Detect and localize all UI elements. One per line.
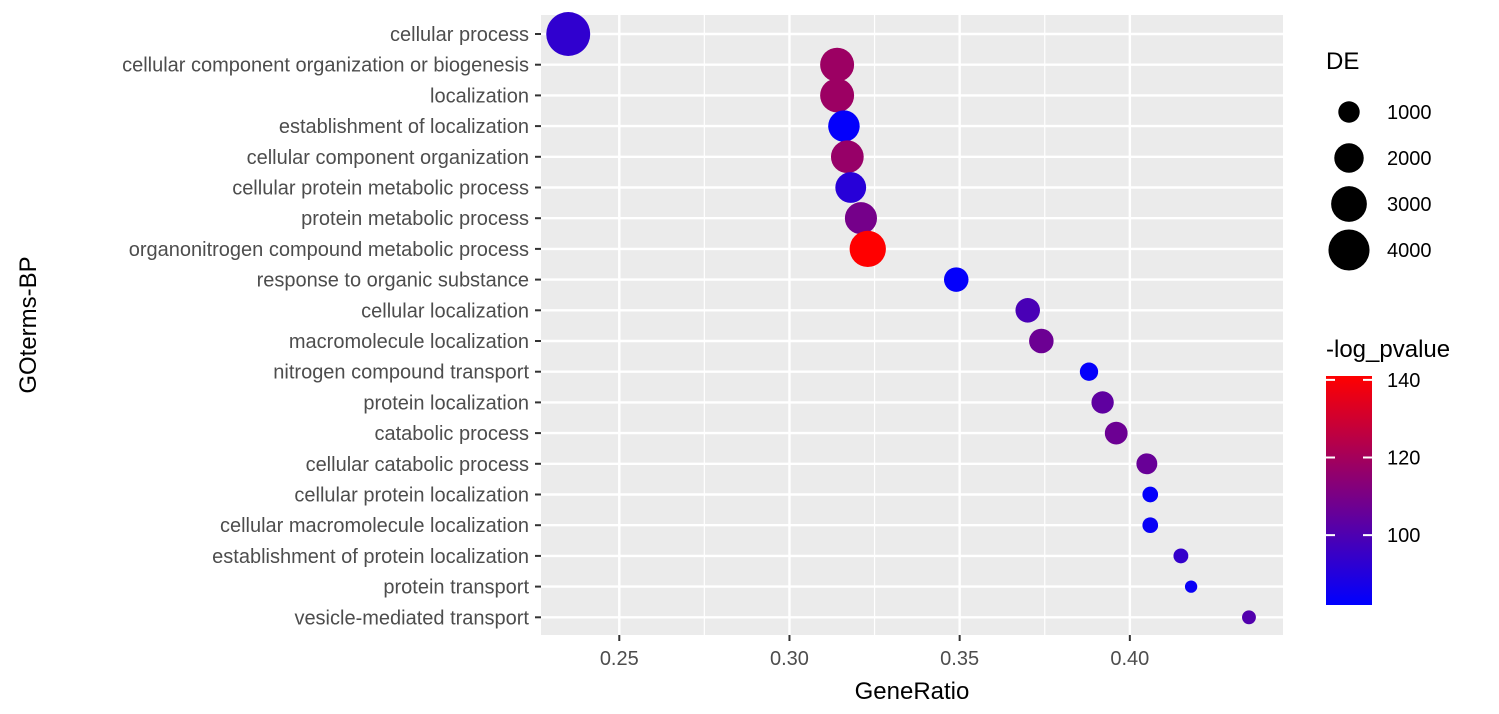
y-tick-label: localization [430, 85, 529, 107]
size-legend-key [1328, 229, 1370, 271]
data-point [1142, 517, 1159, 534]
y-tick-label: establishment of protein localization [212, 546, 529, 568]
points-layer [546, 12, 1256, 625]
x-tick-label: 0.40 [1110, 648, 1149, 670]
size-legend-key [1338, 101, 1360, 123]
y-tick-label: cellular protein metabolic process [232, 178, 529, 200]
data-point [546, 12, 591, 56]
data-point [943, 267, 969, 292]
size-legend-label: 4000 [1387, 240, 1432, 262]
data-point [1029, 328, 1054, 354]
color-legend-title: -log_pvalue [1326, 336, 1450, 363]
y-tick-label: establishment of localization [279, 116, 529, 138]
data-point [1184, 580, 1198, 593]
y-axis-title: GOterms-BP [15, 256, 42, 393]
y-tick-label: protein transport [383, 577, 529, 599]
data-point [1136, 453, 1158, 475]
data-point [1142, 486, 1159, 503]
colorbar-label: 140 [1387, 370, 1420, 392]
colorbar [1326, 376, 1372, 605]
y-tick-label: cellular component organization or bioge… [122, 55, 529, 77]
size-legend-key [1331, 186, 1367, 222]
size-legend-key [1334, 143, 1364, 173]
data-point [1079, 362, 1099, 381]
data-point [820, 78, 855, 113]
color-legend: -log_pvalue 100 120 140 [1326, 336, 1450, 605]
y-tick-label: cellular component organization [247, 147, 529, 169]
data-point [1091, 391, 1114, 414]
x-tick-label: 0.30 [770, 648, 809, 670]
y-tick-label: macromolecule localization [289, 331, 529, 353]
y-axis: cellular process cellular component organ… [122, 24, 541, 629]
y-tick-label: cellular macromolecule localization [220, 515, 529, 537]
x-tick-label: 0.25 [600, 648, 639, 670]
size-legend-title: DE [1326, 48, 1359, 75]
colorbar-label: 100 [1387, 525, 1420, 547]
y-tick-label: cellular catabolic process [306, 454, 529, 476]
data-point [1104, 421, 1128, 445]
y-tick-label: cellular localization [361, 300, 529, 322]
size-legend-label: 2000 [1387, 148, 1432, 170]
y-tick-label: response to organic substance [257, 270, 529, 292]
data-point [849, 230, 886, 268]
grid-lines [541, 15, 1283, 635]
colorbar-label: 120 [1387, 448, 1420, 470]
y-tick-label: protein metabolic process [301, 208, 529, 230]
size-legend-label: 3000 [1387, 194, 1432, 216]
x-axis-title: GeneRatio [855, 678, 970, 705]
data-point [1173, 548, 1189, 564]
y-tick-label: nitrogen compound transport [273, 362, 529, 384]
x-axis: 0.25 0.30 0.35 0.40 [600, 635, 1149, 670]
y-tick-label: protein localization [363, 392, 529, 414]
y-tick-label: cellular process [390, 24, 529, 46]
x-tick-label: 0.35 [940, 648, 979, 670]
y-tick-label: vesicle-mediated transport [294, 607, 529, 629]
data-point [830, 140, 864, 174]
data-point [844, 202, 878, 235]
size-legend: DE 1000 2000 3000 4000 [1326, 48, 1432, 271]
plot-panel [541, 15, 1283, 635]
data-point [828, 110, 860, 142]
y-tick-label: organonitrogen compound metabolic proces… [129, 239, 529, 261]
data-point [835, 172, 867, 203]
y-tick-label: catabolic process [374, 423, 529, 445]
size-legend-label: 1000 [1387, 102, 1432, 124]
y-tick-label: cellular protein localization [294, 485, 529, 507]
data-point [1015, 298, 1040, 323]
data-point [1242, 610, 1256, 625]
data-point [820, 47, 855, 82]
